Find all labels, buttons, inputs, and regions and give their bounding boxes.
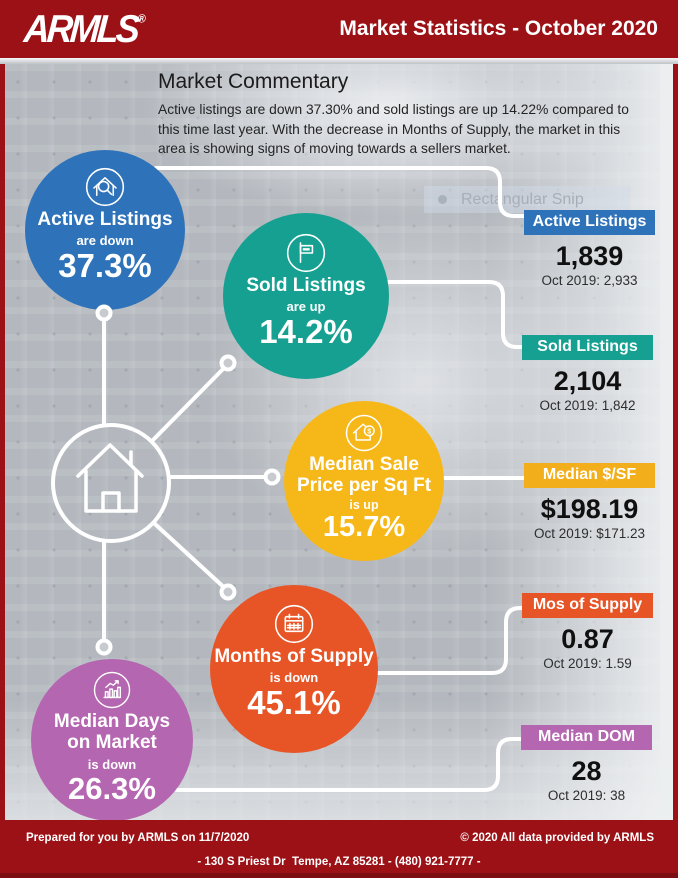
- months-of-supply-bubble: Months of Supply is down 45.1%: [210, 585, 378, 753]
- bubble-value: 37.3%: [58, 247, 152, 285]
- stat-value: 28: [571, 756, 602, 786]
- median-sf-stat: Median $/SF $198.19 Oct 2019: $171.23: [524, 463, 655, 541]
- bubble-label-line1: Median Sale: [309, 454, 419, 475]
- market-commentary: Market Commentary Active listings are do…: [158, 70, 650, 159]
- bubble-label-line1: Active Listings: [37, 209, 173, 230]
- bubble-value: 14.2%: [259, 313, 353, 351]
- calendar-icon: [274, 604, 314, 644]
- bubble-value: 15.7%: [322, 510, 406, 543]
- bubble-label-line2: on Market: [67, 732, 157, 754]
- bubble-direction: is up: [349, 497, 379, 512]
- bubble-label: Median Sale Price per Sq Ft: [297, 454, 431, 497]
- commentary-body: Active listings are down 37.30% and sold…: [158, 102, 629, 157]
- snip-dot-icon: [438, 195, 447, 204]
- stat-chip: Median $/SF: [524, 463, 655, 488]
- stat-value: 0.87: [561, 624, 614, 654]
- stat-prior-year: Oct 2019: $171.23: [533, 526, 646, 542]
- left-red-strip: [0, 64, 5, 820]
- bubble-direction: are up: [286, 299, 326, 315]
- bubble-direction: is down: [87, 756, 137, 772]
- stat-prior-year: Oct 2019: 1,842: [539, 398, 636, 414]
- bubble-value: 45.1%: [247, 684, 341, 722]
- right-light-strip: [660, 64, 673, 820]
- median-dom-bubble: Median Days on Market is down 26.3%: [31, 659, 193, 821]
- bubble-direction: are down: [76, 233, 134, 249]
- house-search-icon: [85, 167, 125, 207]
- registered-mark: ®: [137, 12, 147, 26]
- sold-sign-icon: [286, 233, 326, 273]
- header-bar: ARMLS® Market Statistics - October 2020: [0, 0, 678, 58]
- bubble-label-line1: Median Days: [53, 711, 171, 732]
- stat-prior-year: Oct 2019: 1.59: [543, 656, 632, 672]
- sold-listings-stat: Sold Listings 2,104 Oct 2019: 1,842: [522, 335, 653, 413]
- bubble-label: Median Days on Market: [54, 711, 170, 754]
- stat-chip: Sold Listings: [522, 335, 653, 360]
- footer-bar: Prepared for you by ARMLS on 11/7/2020 ©…: [0, 820, 678, 878]
- sold-listings-bubble: Sold Listings are up 14.2%: [223, 213, 389, 379]
- bubble-value: 26.3%: [68, 770, 156, 806]
- house-dollar-icon: $: [345, 414, 383, 452]
- active-listings-stat: Active Listings 1,839 Oct 2019: 2,933: [524, 210, 655, 288]
- stat-prior-year: Oct 2019: 38: [547, 788, 626, 804]
- right-red-strip: [673, 64, 678, 820]
- median-dom-stat: Median DOM 28 Oct 2019: 38: [521, 725, 652, 803]
- footer-address-text: - 130 S Priest Dr Tempe, AZ 85281 - (480…: [197, 856, 481, 868]
- footer-prepared-text: Prepared for you by ARMLS on 11/7/2020: [26, 832, 250, 844]
- svg-text:$: $: [367, 428, 371, 435]
- stat-value: 2,104: [553, 366, 622, 396]
- bubble-label: Active Listings: [37, 209, 172, 230]
- bubble-label-line1: Months of Supply: [214, 646, 374, 667]
- snip-label: Rectangular Snip: [461, 190, 584, 208]
- bubble-label-line1: Sold Listings: [246, 275, 366, 296]
- bubble-label: Sold Listings: [246, 275, 365, 296]
- stat-value: 1,839: [555, 241, 624, 271]
- commentary-title: Market Commentary: [158, 70, 349, 93]
- page-title: Market Statistics - October 2020: [339, 17, 658, 40]
- bubble-label: Months of Supply: [214, 646, 373, 667]
- stat-chip: Mos of Supply: [522, 593, 653, 618]
- stat-value: $198.19: [540, 494, 639, 524]
- bubble-direction: is down: [269, 670, 319, 686]
- armls-logo: ARMLS®: [22, 6, 146, 51]
- armls-logo-text: ARMLS: [22, 6, 139, 51]
- median-sale-price-bubble: $ Median Sale Price per Sq Ft is up 15.7…: [284, 401, 444, 561]
- stat-prior-year: Oct 2019: 2,933: [541, 273, 638, 289]
- rectangular-snip-overlay: Rectangular Snip: [424, 186, 630, 213]
- stat-chip: Active Listings: [524, 210, 655, 235]
- months-of-supply-stat: Mos of Supply 0.87 Oct 2019: 1.59: [522, 593, 653, 671]
- bubble-label-line2: Price per Sq Ft: [296, 475, 432, 497]
- header-divider: [0, 58, 678, 64]
- stat-chip: Median DOM: [521, 725, 652, 750]
- footer-copyright-text: © 2020 All data provided by ARMLS: [460, 832, 654, 844]
- active-listings-bubble: Active Listings are down 37.3%: [25, 150, 185, 310]
- bar-chart-icon: [93, 671, 131, 709]
